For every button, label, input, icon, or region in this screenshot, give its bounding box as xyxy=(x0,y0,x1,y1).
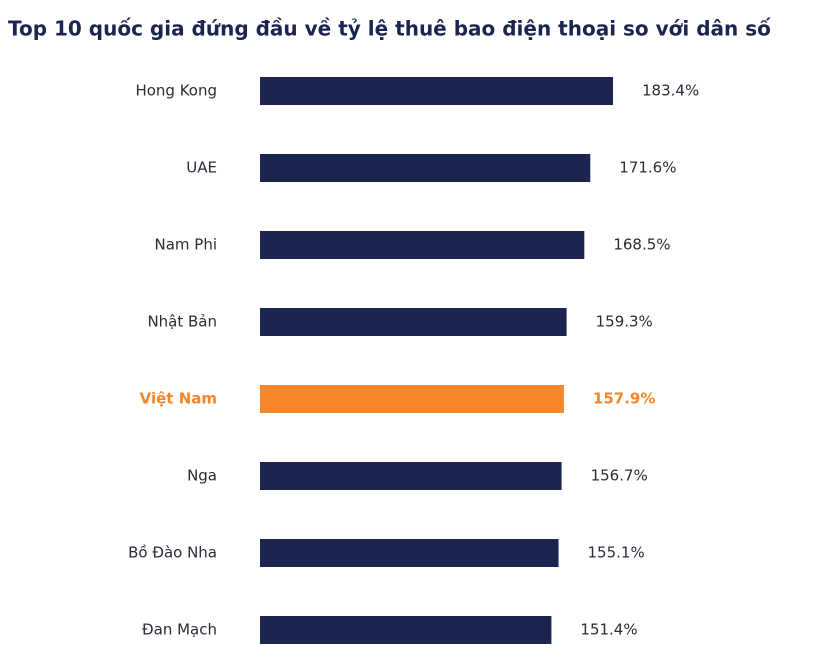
bar xyxy=(260,616,552,644)
bar xyxy=(260,77,613,105)
value-label: 171.6% xyxy=(619,159,676,177)
value-label: 155.1% xyxy=(588,544,645,562)
bar xyxy=(260,308,567,336)
category-label: Việt Nam xyxy=(140,390,217,408)
category-label: Nga xyxy=(187,467,217,485)
bar xyxy=(260,385,564,413)
category-label: Nam Phi xyxy=(154,236,217,254)
bar xyxy=(260,539,559,567)
value-label: 183.4% xyxy=(642,82,699,100)
value-label: 168.5% xyxy=(613,236,670,254)
bar xyxy=(260,462,562,490)
chart-title: Top 10 quốc gia đứng đầu về tỷ lệ thuê b… xyxy=(8,17,771,41)
value-label: 159.3% xyxy=(596,313,653,331)
bar xyxy=(260,231,585,259)
category-label: Hong Kong xyxy=(135,82,217,100)
category-label: Đan Mạch xyxy=(142,621,217,639)
category-label: UAE xyxy=(186,159,217,177)
value-label: 157.9% xyxy=(593,390,655,408)
category-label: Bồ Đào Nha xyxy=(128,544,217,562)
value-label: 151.4% xyxy=(580,621,637,639)
value-label: 156.7% xyxy=(591,467,648,485)
bar xyxy=(260,154,591,182)
category-label: Nhật Bản xyxy=(147,313,217,331)
